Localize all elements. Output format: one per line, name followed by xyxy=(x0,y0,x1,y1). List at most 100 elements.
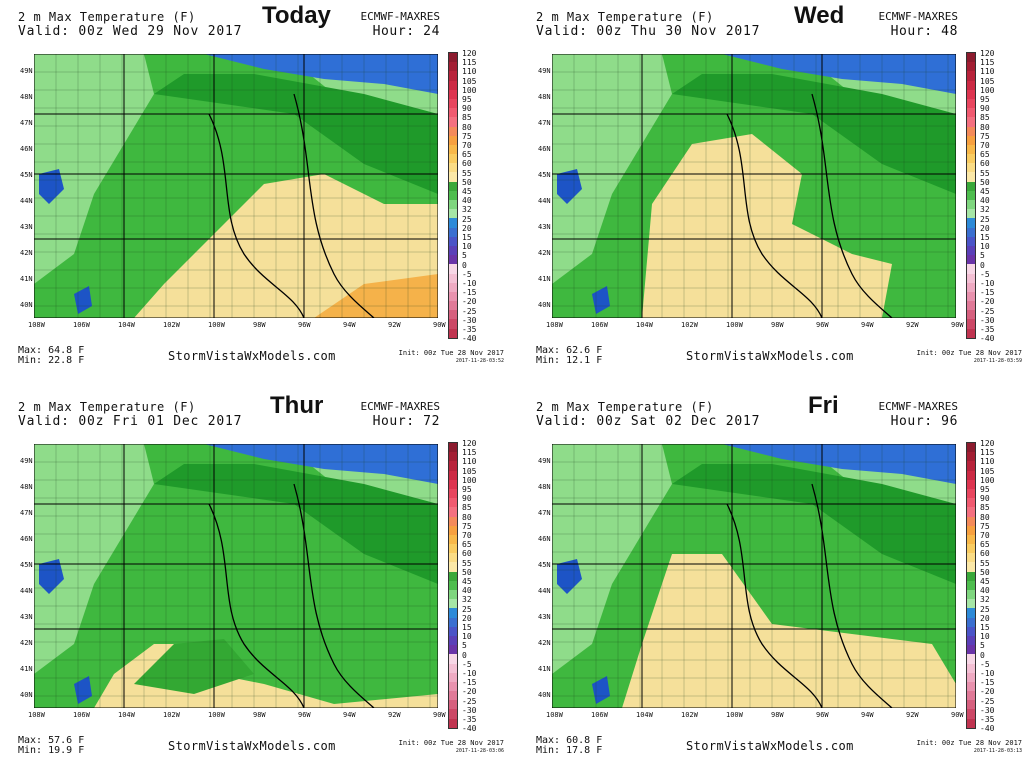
colorbar-segment xyxy=(967,108,975,118)
colorbar-segment xyxy=(449,236,457,246)
longitude-label: 98W xyxy=(771,321,784,329)
colorbar-segment xyxy=(449,200,457,210)
site-credit: StormVistaWxModels.com xyxy=(686,349,854,363)
min-value: Min: 12.1 F xyxy=(536,355,603,366)
min-value: Min: 22.8 F xyxy=(18,355,85,366)
river xyxy=(726,113,823,318)
colorbar-label: 20 xyxy=(980,613,990,623)
colorbar-label: 90 xyxy=(462,494,472,504)
colorbar-label: 25 xyxy=(462,604,472,614)
longitude-label: 98W xyxy=(253,711,266,719)
colorbar-label: -35 xyxy=(462,325,477,334)
colorbar-segment xyxy=(449,470,457,480)
longitude-label: 90W xyxy=(951,321,964,329)
colorbar-label: 70 xyxy=(462,141,472,150)
timestamp: 2017-11-28-03:52 xyxy=(455,358,504,364)
colorbar-segment xyxy=(449,672,457,682)
temperature-map xyxy=(34,444,438,708)
colorbar-segment xyxy=(967,62,975,72)
longitude-label: 92W xyxy=(906,321,919,329)
latitude-label: 49N xyxy=(538,457,551,465)
colorbar-label: 60 xyxy=(980,159,990,169)
latitude-label: 46N xyxy=(20,535,33,543)
colorbar-label: 110 xyxy=(980,67,995,77)
colorbar-segment xyxy=(449,626,457,636)
latitude-label: 41N xyxy=(20,275,33,283)
colorbar-label: -25 xyxy=(462,306,477,316)
warm-zone xyxy=(622,554,956,708)
colorbar-segment xyxy=(449,534,457,545)
colorbar-segment xyxy=(967,626,975,636)
colorbar-label: 32 xyxy=(462,205,472,215)
colorbar-label: 50 xyxy=(462,567,472,577)
colorbar-label: 95 xyxy=(462,485,472,494)
colorbar-label: 32 xyxy=(462,595,472,605)
colorbar-label: -20 xyxy=(980,297,995,307)
colorbar-segment xyxy=(967,672,975,682)
latitude-label: 44N xyxy=(20,197,33,205)
latitude-label: 44N xyxy=(538,587,551,595)
panel-thur: 2 m Max Temperature (F) Valid: 00z Fri 0… xyxy=(0,390,512,774)
colorbar-segment xyxy=(967,319,975,329)
day-label: Wed xyxy=(794,2,845,29)
colorbar-segment xyxy=(967,700,975,710)
colorbar-label: -40 xyxy=(462,724,477,734)
init-time: Init: 00z Tue 28 Nov 2017 xyxy=(916,739,1022,747)
colorbar-label: 85 xyxy=(462,113,472,123)
latitude-label: 47N xyxy=(20,509,33,517)
colorbar-segment xyxy=(449,328,457,338)
colorbar-label: 65 xyxy=(980,540,990,550)
colorbar-label: 45 xyxy=(462,577,472,586)
latitude-label: 40N xyxy=(20,301,33,309)
forecast-hour: Hour: 48 xyxy=(890,24,958,39)
colorbar-segment xyxy=(967,498,975,508)
colorbar-label: 80 xyxy=(462,122,472,132)
longitude-label: 108W xyxy=(28,321,45,329)
colorbar-segment xyxy=(967,80,975,90)
colorbar-segment xyxy=(967,200,975,210)
colorbar-label: 65 xyxy=(980,150,990,160)
colorbar-label: -20 xyxy=(980,687,995,697)
colorbar-segment xyxy=(967,590,975,600)
colorbar-segment xyxy=(967,273,975,283)
latitude-label: 46N xyxy=(538,145,551,153)
colorbar-label: 100 xyxy=(980,85,995,95)
river xyxy=(726,503,823,708)
river xyxy=(208,113,305,318)
panel-title: 2 m Max Temperature (F) xyxy=(18,400,196,414)
colorbar-segment xyxy=(967,218,975,228)
colorbar-label: 5 xyxy=(462,641,467,651)
colorbar-segment xyxy=(967,181,975,191)
longitude-label: 104W xyxy=(636,321,653,329)
colorbar-segment xyxy=(967,516,975,526)
colorbar-label: 90 xyxy=(980,104,990,114)
latitude-label: 43N xyxy=(538,613,551,621)
longitude-label: 108W xyxy=(546,711,563,719)
colorbar-segment xyxy=(449,645,457,655)
colorbar-label: 75 xyxy=(980,131,990,141)
colorbar-segment xyxy=(967,507,975,517)
latitude-label: 45N xyxy=(20,561,33,569)
temperature-map xyxy=(552,54,956,318)
model-name: ECMWF-MAXRES xyxy=(360,10,440,23)
forecast-hour: Hour: 72 xyxy=(372,414,440,429)
colorbar-segment xyxy=(967,553,975,563)
latitude-label: 42N xyxy=(538,249,551,257)
colorbar-segment xyxy=(967,245,975,256)
colorbar-label: 100 xyxy=(462,475,477,485)
latitude-label: 43N xyxy=(20,613,33,621)
latitude-label: 43N xyxy=(538,223,551,231)
temperature-colorbar xyxy=(966,52,976,339)
colorbar-label: 55 xyxy=(980,558,990,568)
colorbar-label: 60 xyxy=(980,549,990,559)
colorbar-segment xyxy=(449,590,457,600)
latitude-label: 41N xyxy=(538,665,551,673)
colorbar-segment xyxy=(967,236,975,246)
colorbar-label: 110 xyxy=(462,457,477,467)
colorbar-label: 55 xyxy=(462,168,472,178)
longitude-label: 100W xyxy=(726,711,743,719)
colorbar-segment xyxy=(967,282,975,292)
colorbar-segment xyxy=(967,571,975,581)
colorbar-label: 32 xyxy=(980,205,990,215)
colorbar-label: -30 xyxy=(462,705,477,715)
